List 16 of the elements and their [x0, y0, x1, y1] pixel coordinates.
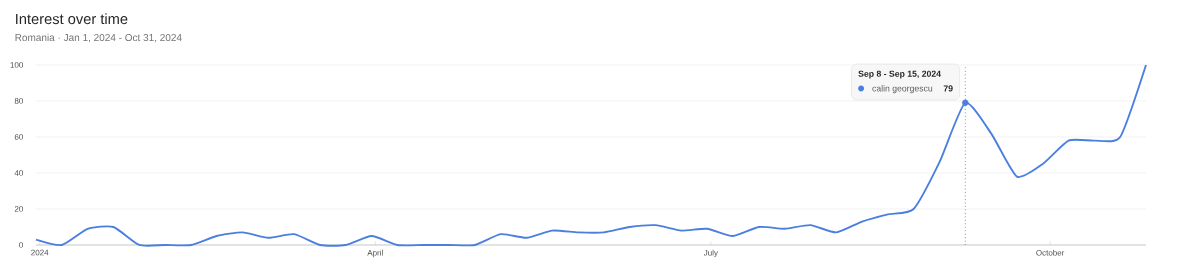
x-tick-label: October	[1036, 249, 1065, 256]
chart-subtitle: Romania · Jan 1, 2024 - Oct 31, 2024	[15, 33, 182, 43]
y-tick-label: 100	[10, 62, 23, 68]
x-tick-label: 2024	[31, 249, 49, 256]
legend-label: calin georgescu	[872, 85, 933, 94]
data-label: 79	[943, 85, 953, 92]
y-tick-label: 20	[14, 206, 23, 212]
x-tick-label: July	[703, 249, 718, 258]
y-tick-label: 0	[19, 242, 23, 248]
y-tick-label: 40	[14, 170, 23, 176]
x-tick-label: April	[367, 249, 383, 258]
annotation: Sep 8 - Sep 15, 2024	[858, 70, 941, 79]
chart-title: Interest over time	[16, 13, 128, 25]
y-tick-label: 60	[14, 134, 23, 140]
y-tick-label: 80	[14, 98, 23, 104]
line-series	[35, 64, 1147, 247]
